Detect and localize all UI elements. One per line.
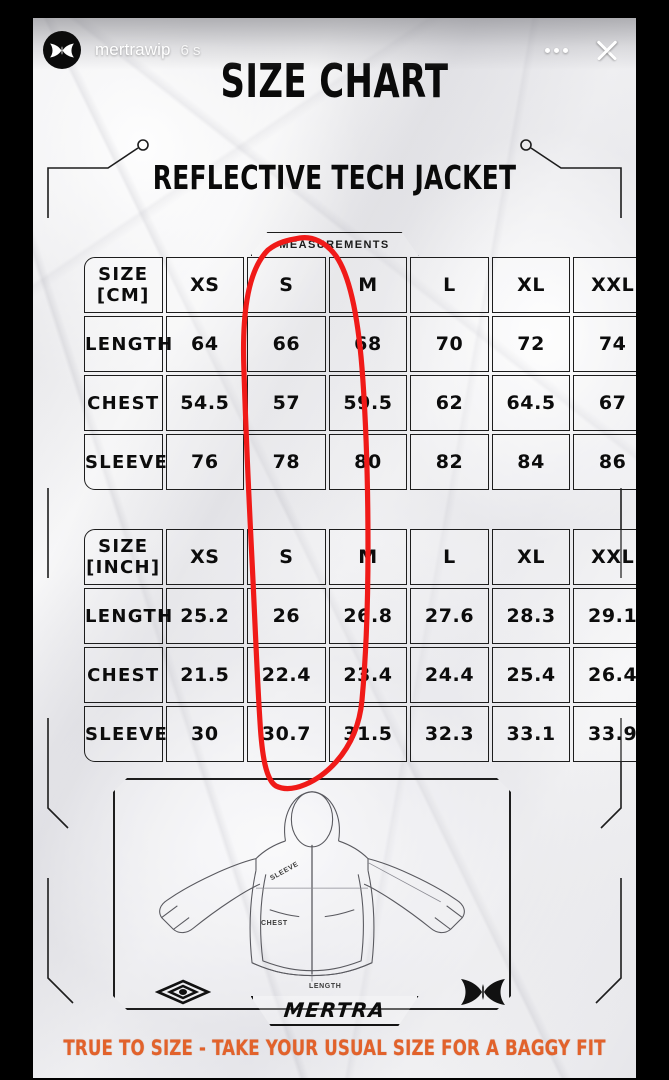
table-header-cell: SIZE [INCH]	[84, 529, 163, 585]
jacket-diagram-panel	[113, 778, 511, 1010]
avatar[interactable]	[43, 31, 81, 69]
table-cell: 29.1	[573, 588, 636, 644]
table-cell: 24.4	[410, 647, 489, 703]
brand-name: MERTRA	[282, 998, 387, 1022]
table-header-cell: L	[410, 257, 489, 313]
table-cell: 31.5	[328, 706, 408, 762]
table-cell: 70	[410, 316, 489, 372]
table-cell: 28.3	[491, 588, 571, 644]
table-header-cell: XXL	[573, 529, 636, 585]
table-row: LENGTH 64 66 68 70 72 74	[84, 316, 636, 372]
table-row: LENGTH 25.2 26 26.8 27.6 28.3 29.1	[84, 588, 636, 644]
umbro-diamond-icon	[155, 979, 211, 1005]
table-cell: 54.5	[165, 375, 245, 431]
size-table-cm: SIZE [CM] XS S M L XL XXL LENGTH 64 66 6…	[81, 254, 636, 493]
table-cell: 64.5	[491, 375, 571, 431]
table-row: CHEST 54.5 57 59.5 62 64.5 67	[84, 375, 636, 431]
table-header-cell: SIZE [CM]	[84, 257, 163, 313]
table-cell: 27.6	[410, 588, 489, 644]
table-cell: 66	[247, 316, 326, 372]
butterfly-logo-icon	[461, 979, 505, 1005]
table-row: SLEEVE 30 30.7 31.5 32.3 33.1 33.9	[84, 706, 636, 762]
table-row-header: SIZE [CM] XS S M L XL XXL	[84, 257, 636, 313]
table-cell: 33.1	[491, 706, 571, 762]
more-options-icon[interactable]	[543, 42, 570, 59]
page-title: SIZE CHART	[220, 54, 449, 108]
measurements-banner: MEASUREMENTS	[250, 232, 419, 256]
close-icon[interactable]	[592, 35, 622, 65]
table-row: SLEEVE 76 78 80 82 84 86	[84, 434, 636, 490]
table-cell: 57	[247, 375, 326, 431]
table-cell: 26.4	[573, 647, 636, 703]
table-header-cell: XL	[491, 529, 571, 585]
dot	[563, 47, 568, 53]
row-label: LENGTH	[84, 316, 172, 372]
table-cell: 25.2	[165, 588, 245, 644]
table-cell: 64	[165, 316, 245, 372]
product-subtitle: REFLECTIVE TECH JACKET	[152, 158, 517, 197]
table-cell: 82	[410, 434, 489, 490]
footer-note: TRUE TO SIZE - TAKE YOUR USUAL SIZE FOR …	[63, 1036, 606, 1060]
table-cell: 62	[410, 375, 489, 431]
row-label: CHEST	[84, 375, 163, 431]
jacket-technical-drawing-icon	[115, 780, 509, 1008]
table-cell: 26	[247, 588, 326, 644]
table-cell: 84	[491, 434, 571, 490]
dot	[554, 47, 559, 53]
table-cell: 32.3	[410, 706, 489, 762]
username-label[interactable]: mertrawip	[95, 40, 171, 59]
butterfly-logo-icon	[50, 42, 74, 58]
timestamp-label: 6 s	[180, 41, 201, 59]
table-cell: 30.7	[247, 706, 326, 762]
table-cell: 21.5	[165, 647, 245, 703]
table-cell: 78	[247, 434, 326, 490]
brand-plate: MERTRA	[250, 996, 419, 1026]
table-cell: 76	[165, 434, 245, 490]
table-cell: 30	[165, 706, 245, 762]
table-header-cell: XXL	[573, 257, 636, 313]
table-header-cell: M	[328, 529, 408, 585]
row-label: LENGTH	[84, 588, 172, 644]
table-header-cell: S	[247, 257, 326, 313]
story-header: mertrawip 6 s	[33, 24, 636, 76]
table-row-header: SIZE [INCH] XS S M L XL XXL	[84, 529, 636, 585]
diagram-label-chest: CHEST	[261, 920, 288, 927]
row-label: SLEEVE	[84, 706, 167, 762]
table-cell: 67	[573, 375, 636, 431]
size-table-inch: SIZE [INCH] XS S M L XL XXL LENGTH 25.2 …	[81, 526, 636, 765]
table-header-cell: XS	[165, 529, 245, 585]
table-header-cell: S	[247, 529, 326, 585]
table-cell: 25.4	[491, 647, 571, 703]
table-cell: 86	[573, 434, 636, 490]
table-cell: 68	[328, 316, 408, 372]
diagram-label-length: LENGTH	[309, 983, 342, 990]
table-header-cell: XL	[491, 257, 571, 313]
row-label: CHEST	[84, 647, 163, 703]
table-cell: 33.9	[573, 706, 636, 762]
table-cell: 80	[328, 434, 408, 490]
table-cell: 26.8	[328, 588, 408, 644]
table-row: CHEST 21.5 22.4 23.4 24.4 25.4 26.4	[84, 647, 636, 703]
table-cell: 59.5	[328, 375, 408, 431]
table-cell: 23.4	[328, 647, 408, 703]
dot	[545, 47, 550, 53]
row-label: SLEEVE	[84, 434, 167, 490]
table-cell: 74	[573, 316, 636, 372]
measurements-banner-label: MEASUREMENTS	[279, 238, 390, 251]
table-cell: 72	[491, 316, 571, 372]
table-cell: 22.4	[247, 647, 326, 703]
table-header-cell: M	[328, 257, 408, 313]
table-header-cell: L	[410, 529, 489, 585]
table-header-cell: XS	[165, 257, 245, 313]
